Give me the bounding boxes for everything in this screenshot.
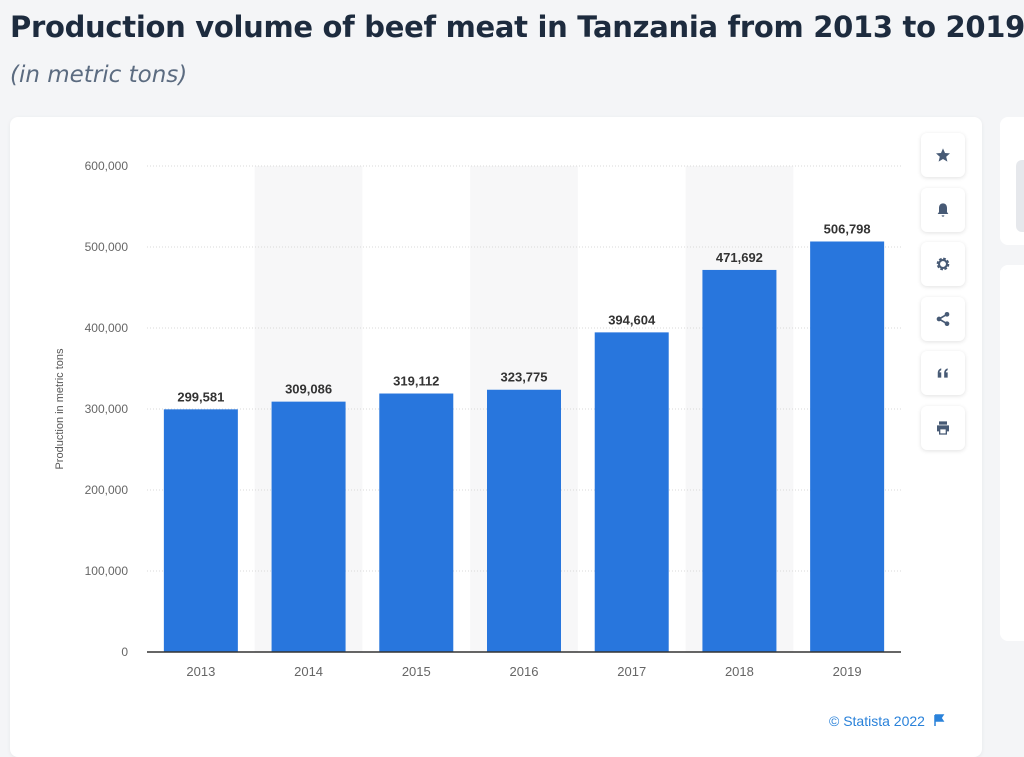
x-tick-label: 2017 <box>617 664 646 679</box>
y-tick-label: 600,000 <box>85 159 129 173</box>
bell-icon <box>937 202 949 217</box>
notification-button[interactable] <box>921 187 965 232</box>
share-icon <box>936 311 950 326</box>
bar <box>487 389 561 652</box>
y-axis-label: Production in metric tons <box>54 348 66 470</box>
credit-text: © Statista 2022 <box>829 713 925 729</box>
x-tick-label: 2016 <box>510 664 539 679</box>
share-button[interactable] <box>921 296 965 341</box>
x-tick-label: 2014 <box>294 664 323 679</box>
star-icon <box>936 148 950 162</box>
data-label: 323,775 <box>501 370 548 385</box>
bar <box>379 393 454 652</box>
quote-icon <box>937 368 948 379</box>
flag-icon <box>934 714 945 726</box>
x-tick-label: 2015 <box>402 664 431 679</box>
y-tick-label: 100,000 <box>85 564 129 578</box>
chart-toolbar <box>921 133 965 461</box>
bar <box>271 401 346 652</box>
y-tick-label: 0 <box>121 645 128 659</box>
data-label: 471,692 <box>716 250 763 265</box>
bar-chart: 0 100,000 200,000 300,000 400,000 500,000 600,… <box>54 159 901 679</box>
page-subtitle: (in metric tons) <box>10 62 188 88</box>
side-panel-button[interactable] <box>1016 160 1024 232</box>
bar <box>810 241 885 652</box>
cite-button[interactable] <box>921 351 965 396</box>
statista-credit-link[interactable]: © Statista 2022 <box>829 713 945 729</box>
data-label: 506,798 <box>824 221 871 236</box>
data-label: 309,086 <box>285 382 332 397</box>
x-tick-label: 2013 <box>186 664 215 679</box>
data-label: 299,581 <box>177 389 224 404</box>
y-tick-label: 300,000 <box>85 402 129 416</box>
settings-button[interactable] <box>921 242 965 287</box>
x-tick-label: 2018 <box>725 664 754 679</box>
bar <box>702 269 777 652</box>
data-label: 319,112 <box>393 374 439 389</box>
favorite-button[interactable] <box>921 133 965 177</box>
gear-icon <box>936 257 950 271</box>
page-title: Production volume of beef meat in Tanzan… <box>10 10 1024 44</box>
data-label: 394,604 <box>608 312 656 327</box>
bar <box>594 332 669 652</box>
print-icon <box>937 421 949 435</box>
x-tick-label: 2019 <box>833 664 862 679</box>
y-tick-label: 200,000 <box>85 483 129 497</box>
bar <box>163 409 238 652</box>
side-panel-secondary <box>1000 265 1024 641</box>
y-tick-label: 400,000 <box>85 321 129 335</box>
print-button[interactable] <box>921 405 965 450</box>
y-tick-label: 500,000 <box>85 240 129 254</box>
